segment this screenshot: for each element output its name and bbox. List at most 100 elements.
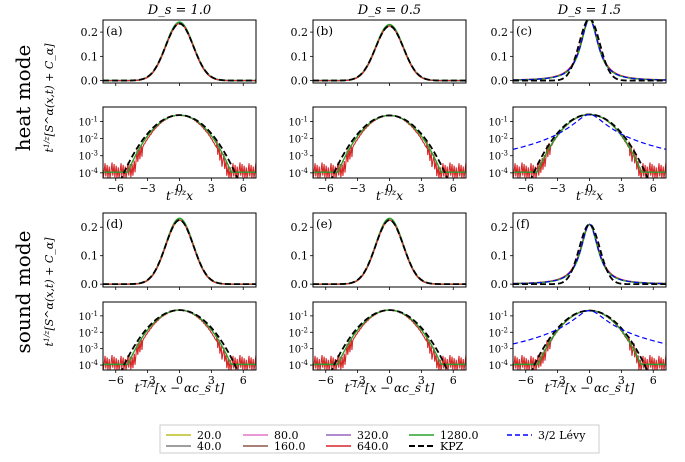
linear-ytick-label: 0.2: [491, 221, 509, 234]
log-ytick-label: 10-1: [78, 310, 98, 323]
linear-ytick-label: 0.1: [491, 50, 509, 63]
kpz-curve-log: [330, 309, 449, 370]
panel-label: (b): [316, 24, 333, 38]
column-title: D_s = 0.5: [357, 3, 421, 18]
log-ytick-label: 10-3: [288, 343, 308, 356]
linear-ytick-label: 0.2: [81, 221, 99, 234]
column-title: D_s = 1.5: [557, 3, 621, 18]
log-ytick-label: 10-1: [288, 310, 308, 323]
log-xtick-label: 0: [386, 182, 393, 195]
log-ytick-label: 10-2: [78, 326, 98, 339]
log-xtick-label: −3: [550, 182, 566, 195]
linear-axes-frame: [102, 212, 257, 288]
x-axis-label: t-1/z[x − αc_s t]: [345, 379, 435, 395]
legend-label-80: 80.0: [274, 429, 299, 442]
linear-ytick-label: 0.0: [81, 278, 99, 291]
linear-ytick-label: 0.2: [291, 221, 309, 234]
log-xtick-label: −3: [350, 374, 366, 387]
log-ytick-label: 10-4: [78, 359, 98, 372]
y-axis-label: t1/z[S^α(x,t) + C_α]: [42, 43, 57, 153]
log-xtick-label: −6: [318, 182, 334, 195]
panel-a: 0.0 0.1 0.2 (a) 10-4 10-3 10-2 10-1 −6 −3 0 3 6 t-1/z…: [78, 3, 257, 203]
panel-label: (a): [106, 24, 123, 38]
linear-ytick-label: 0.0: [291, 75, 309, 88]
log-ytick-label: 10-3: [78, 150, 98, 163]
log-ytick-label: 10-2: [78, 133, 98, 146]
log-xtick-label: −3: [140, 182, 156, 195]
log-xtick-label: 6: [650, 374, 657, 387]
log-xtick-label: 0: [586, 374, 593, 387]
log-xtick-label: −3: [350, 182, 366, 195]
log-xtick-label: −3: [550, 374, 566, 387]
kpz-curve-log: [330, 114, 449, 178]
linear-ytick-label: 0.1: [81, 50, 99, 63]
log-ytick-label: 10-2: [288, 133, 308, 146]
log-xtick-label: −3: [140, 374, 156, 387]
log-plot: [513, 309, 666, 370]
log-ytick-label: 10-2: [288, 326, 308, 339]
panel-e: 0.0 0.1 0.2 (e) 10-4 10-3 10-2 10-1 −6 −3 0 3 6 t-1/z…: [288, 212, 467, 395]
log-ytick-label: 10-3: [78, 343, 98, 356]
log-ytick-label: 10-1: [488, 115, 508, 128]
linear-ytick-label: 0.0: [491, 75, 509, 88]
log-xtick-label: 6: [240, 374, 247, 387]
log-xtick-label: 6: [650, 182, 657, 195]
panel-b: 0.0 0.1 0.2 (b) 10-4 10-3 10-2 10-1 −6 −3 0 3 6 t-1/z…: [288, 3, 467, 203]
series-1280-linear: [313, 23, 466, 82]
panels-group: 0.0 0.1 0.2 (a) 10-4 10-3 10-2 10-1 −6 −3 0 3 6 t-1/z…: [11, 3, 667, 395]
legend-label-160: 160.0: [274, 440, 306, 453]
linear-ytick-label: 0.1: [291, 250, 309, 263]
log-xtick-label: 0: [586, 182, 593, 195]
linear-plot: [513, 20, 666, 82]
linear-ytick-label: 0.0: [81, 75, 99, 88]
log-ytick-label: 10-3: [488, 150, 508, 163]
levy-curve-linear: [513, 223, 666, 285]
linear-axes-frame: [102, 19, 257, 84]
legend-label-kpz: KPZ: [440, 440, 464, 453]
panel-d: 0.0 0.1 0.2 (d) 10-4 10-3 10-2 10-1 −6 −3 0 3 6 t-1/z…: [78, 212, 257, 395]
linear-ytick-label: 0.1: [81, 250, 99, 263]
log-ytick-label: 10-3: [288, 150, 308, 163]
linear-axes-frame: [512, 19, 667, 84]
panel-label: (f): [516, 217, 530, 231]
log-xtick-label: 3: [208, 182, 215, 195]
log-xtick-label: 6: [450, 374, 457, 387]
log-ytick-label: 10-1: [78, 115, 98, 128]
column-title: D_s = 1.0: [147, 3, 211, 18]
row-label: sound mode: [11, 231, 35, 354]
series-640-linear: [103, 23, 256, 82]
kpz-curve-linear: [313, 219, 466, 286]
panel-c: 0.0 0.1 0.2 (c) 10-4 10-3 10-2 10-1 −6 −3 0 3 6 t-1/z…: [488, 3, 667, 203]
kpz-curve-linear: [313, 25, 466, 82]
legend-label-320: 320.0: [357, 429, 389, 442]
legend: 20.0 40.0 80.0 160.0 320.0 640.0 1280.0 …: [159, 424, 600, 454]
log-xtick-label: −6: [518, 374, 534, 387]
panel-f: 0.0 0.1 0.2 (f) 10-4 10-3 10-2 10-1 −6 −3 0 3 6 t-1/z…: [488, 212, 667, 395]
linear-plot: [313, 23, 466, 82]
log-plot: [513, 113, 666, 178]
row-label: heat mode: [11, 45, 35, 152]
series-1280-linear: [103, 21, 256, 82]
linear-plot: [103, 217, 256, 286]
series-1280-linear: [513, 20, 666, 81]
kpz-curve-log: [120, 114, 239, 178]
log-ytick-label: 10-4: [488, 359, 508, 372]
panel-label: (c): [516, 24, 532, 38]
log-xtick-label: −6: [108, 182, 124, 195]
log-xtick-label: 3: [618, 374, 625, 387]
series-1280-linear: [313, 217, 466, 285]
linear-axes-frame: [312, 212, 467, 288]
log-xtick-label: 6: [450, 182, 457, 195]
linear-axes-frame: [312, 19, 467, 84]
log-ytick-label: 10-4: [288, 167, 308, 180]
kpz-curve-linear: [513, 223, 666, 286]
y-axis-label: t1/z[S^α(x,t) + C_α]: [42, 237, 57, 347]
legend-label-40: 40.0: [197, 440, 222, 453]
x-axis-label: t-1/zx: [576, 187, 603, 203]
log-plot: [313, 309, 466, 370]
kpz-curve-linear: [103, 22, 256, 82]
log-ytick-label: 10-4: [78, 167, 98, 180]
linear-ytick-label: 0.0: [491, 278, 509, 291]
log-xtick-label: 3: [418, 374, 425, 387]
log-plot: [103, 309, 256, 370]
